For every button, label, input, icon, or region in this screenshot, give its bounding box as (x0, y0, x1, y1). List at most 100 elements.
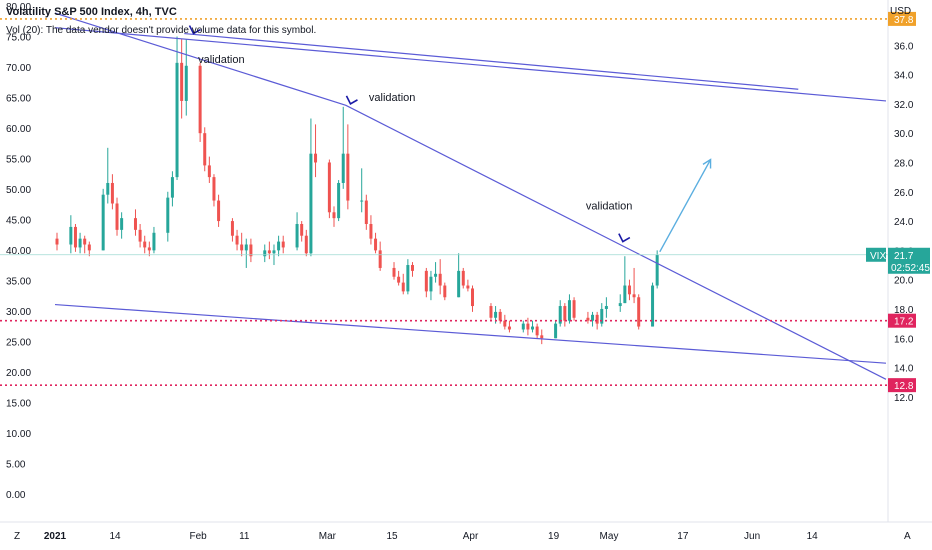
candle-body (369, 224, 373, 239)
candle-body (166, 197, 170, 233)
candle (471, 285, 474, 312)
candle-body (618, 303, 622, 307)
candle-body (364, 200, 368, 224)
candle (175, 36, 179, 181)
candle-body (207, 165, 211, 178)
candle-body (466, 285, 470, 289)
left-axis-tick-label: 35.00 (6, 277, 31, 288)
candle (540, 329, 544, 345)
candle-body (410, 265, 414, 271)
candle-body (563, 306, 567, 321)
candle-body (267, 250, 271, 254)
time-axis-tick-label: 14 (109, 531, 121, 542)
time-axis-tick-label: 19 (548, 531, 560, 542)
time-axis[interactable]: 2021 14 Feb 11 Mar 15 Apr 19 May 17 Jun 14 (44, 531, 818, 542)
candle (295, 212, 299, 251)
candle (73, 224, 77, 252)
volume-indicator-text: Vol (20): The data vendor doesn't provid… (6, 25, 316, 36)
candle-body (443, 285, 447, 298)
candle (217, 194, 221, 227)
right-axis-tick-label: 30.0 (894, 129, 914, 140)
level-low-tag (888, 378, 916, 393)
candle-body (494, 311, 498, 318)
candle-body (457, 270, 461, 298)
candle (327, 159, 331, 219)
candle-body (277, 241, 281, 251)
candle (507, 320, 511, 333)
candle (106, 147, 110, 204)
projection-arrow-head (702, 158, 712, 169)
candle-body (429, 276, 433, 292)
candle-body (272, 250, 276, 254)
left-axis-tick-label: 10.00 (6, 429, 31, 440)
candle-body (184, 65, 188, 101)
right-axis-tick-label: 32.0 (894, 100, 914, 111)
log-scale-toggle[interactable]: Z (14, 531, 20, 542)
candle-body (374, 238, 378, 251)
candle-body (83, 238, 87, 245)
candle-body (595, 314, 599, 324)
validation-1-label: validation (198, 54, 244, 66)
candle (198, 62, 202, 142)
candle-body (627, 285, 631, 295)
candle (369, 215, 373, 245)
current-price-tag (888, 247, 930, 274)
candle-body (655, 254, 659, 286)
candle-body (69, 226, 73, 245)
candle-body (507, 326, 511, 330)
candle (230, 218, 234, 242)
candle-body (87, 244, 91, 251)
upper-channel-line-2[interactable] (54, 27, 887, 102)
projection-arrow-line[interactable] (659, 159, 712, 253)
candle-body (526, 323, 530, 330)
candle (410, 262, 414, 277)
left-price-axis[interactable]: 80.00 75.00 70.00 65.00 60.00 55.00 50.00 45.00… (6, 2, 31, 501)
candle (184, 39, 188, 116)
left-axis-tick-label: 20.00 (6, 368, 31, 379)
candle-body (249, 244, 253, 257)
candle-body (651, 285, 655, 327)
upper-channel-line-1[interactable] (184, 32, 799, 90)
candle-body (217, 200, 221, 222)
lower-support-line[interactable] (54, 303, 887, 364)
candle (466, 279, 470, 292)
left-axis-tick-label: 40.00 (6, 246, 31, 257)
left-axis-tick-label: 5.00 (6, 460, 26, 471)
falling-resistance-line[interactable] (54, 12, 887, 380)
candle-body (152, 232, 156, 251)
right-axis-tick-label: 20.0 (894, 276, 914, 287)
right-axis-tick-label: 34.0 (894, 71, 914, 82)
candle-body (138, 229, 142, 242)
candle-body (378, 250, 382, 268)
candle (304, 229, 308, 257)
time-axis-tick-label: Mar (319, 531, 337, 542)
candle (632, 267, 636, 304)
levels-layer (0, 18, 888, 386)
left-axis-tick-label: 60.00 (6, 124, 31, 135)
auto-scale-toggle[interactable]: A (904, 531, 911, 542)
candle-body (637, 297, 641, 327)
validation-3-arrow-icon (618, 233, 631, 243)
candle-body (110, 182, 114, 204)
candle-body (531, 326, 535, 330)
candle (655, 250, 659, 289)
validation-3-label: validation (586, 200, 632, 212)
validation-1-arrow-icon (188, 25, 201, 35)
candle (235, 229, 239, 251)
left-axis-tick-label: 25.00 (6, 338, 31, 349)
candle-body (332, 212, 336, 219)
candle (434, 262, 438, 283)
currency-label: USD (890, 6, 911, 17)
candle-body (392, 267, 396, 277)
right-axis-tick-label: 28.0 (894, 158, 914, 169)
candle (240, 232, 244, 257)
level-mid-tag-label: 17.2 (894, 317, 914, 328)
candle-body (314, 153, 318, 163)
left-axis-tick-label: 70.00 (6, 63, 31, 74)
candle (651, 282, 655, 327)
candle (438, 259, 442, 295)
right-axis-tick-label: 14.0 (894, 364, 914, 375)
candle-body (461, 270, 465, 286)
